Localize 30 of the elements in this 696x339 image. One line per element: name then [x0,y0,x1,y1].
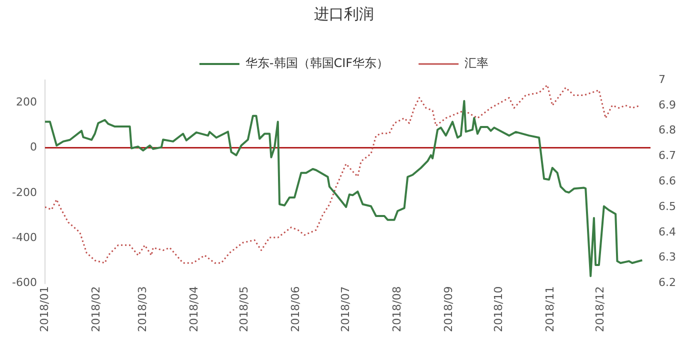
x-tick-label: 2018/11 [544,286,557,332]
y-tick-label: -600 [12,276,37,290]
line-series [44,84,642,264]
x-tick-label: 2018/01 [38,286,51,332]
y2-tick-label: 6.3 [658,250,676,264]
y2-tick-label: 6.2 [658,276,676,290]
x-tick-label: 2018/02 [89,286,102,332]
y-tick-label: 200 [16,95,37,108]
y2-tick-label: 6.4 [658,225,676,238]
y2-tick-label: 6.7 [658,149,676,162]
x-tick-label: 2018/06 [289,286,302,332]
x-tick-label: 2018/03 [136,286,149,332]
y-tick-label: -200 [12,186,37,199]
y-tick-label: 0 [30,140,37,154]
y2-tick-label: 6.6 [658,174,676,188]
y2-tick-label: 6.8 [658,124,676,137]
x-tick-label: 2018/09 [442,286,456,332]
y-tick-label: -400 [12,230,37,244]
chart-title: 进口利润 [314,4,374,23]
legend-label: 华东-韩国（韩国CIF华东） [245,56,389,70]
x-tick-label: 2018/08 [390,286,404,332]
x-tick-label: 2018/05 [237,286,250,332]
x-tick-label: 2018/07 [338,286,352,332]
y2-tick-label: 6.9 [658,98,676,112]
x-tick-label: 2018/12 [593,286,606,332]
legend-label: 汇率 [464,56,489,70]
y2-tick-label: 6.5 [658,200,676,213]
x-tick-label: 2018/10 [492,286,505,332]
x-tick-label: 2018/04 [188,286,201,332]
y2-tick-label: 7 [658,72,666,86]
